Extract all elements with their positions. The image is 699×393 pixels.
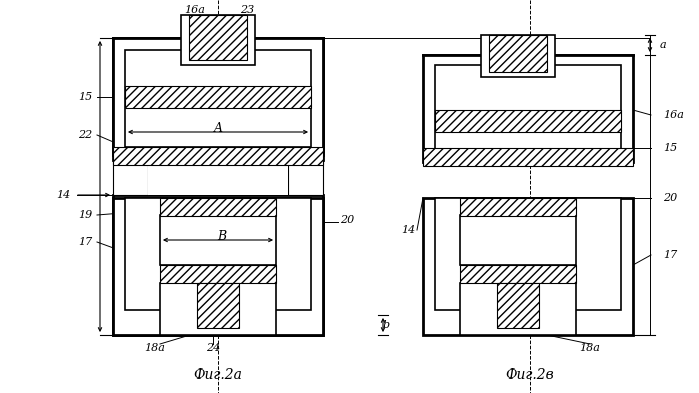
Bar	[160, 215, 276, 265]
Bar	[460, 198, 576, 216]
Text: B: B	[217, 231, 226, 244]
Bar	[497, 283, 539, 328]
Bar	[489, 283, 547, 335]
Text: 16а: 16а	[185, 5, 206, 15]
Bar	[489, 55, 547, 65]
Bar	[125, 86, 311, 108]
Bar	[181, 15, 255, 65]
Bar	[435, 198, 621, 310]
Bar	[423, 148, 633, 166]
Text: 15: 15	[78, 92, 92, 102]
Bar	[113, 198, 323, 335]
Text: 18а: 18а	[579, 343, 600, 353]
Text: A: A	[213, 121, 222, 134]
Bar	[113, 38, 323, 160]
Bar	[113, 195, 323, 335]
Bar	[423, 198, 633, 335]
Text: Фиг.2а: Фиг.2а	[194, 368, 243, 382]
Text: 20: 20	[340, 215, 354, 225]
Bar	[160, 265, 276, 283]
Bar	[423, 55, 633, 162]
Bar	[435, 65, 621, 149]
Text: 23: 23	[240, 5, 254, 15]
Bar	[125, 50, 311, 147]
Text: а: а	[660, 40, 667, 50]
Text: 16а: 16а	[663, 110, 684, 120]
Bar	[113, 147, 323, 165]
Text: 24: 24	[206, 343, 220, 353]
Bar	[189, 283, 247, 335]
Bar	[148, 155, 288, 195]
Bar	[435, 110, 621, 132]
Text: 14: 14	[56, 190, 70, 200]
Bar	[113, 38, 323, 155]
Bar	[189, 15, 247, 60]
Text: 14: 14	[401, 225, 415, 235]
Text: 20: 20	[663, 193, 677, 203]
Text: 22: 22	[78, 130, 92, 140]
Bar	[481, 35, 555, 77]
Text: b: b	[383, 320, 390, 330]
Bar	[197, 283, 239, 328]
Bar	[489, 35, 547, 72]
Bar	[460, 265, 576, 283]
Bar	[460, 215, 576, 265]
Bar	[288, 155, 323, 195]
Text: 19: 19	[78, 210, 92, 220]
Text: 15: 15	[663, 143, 677, 153]
Text: 17: 17	[663, 250, 677, 260]
Bar	[160, 198, 276, 216]
Bar	[189, 38, 247, 50]
Text: Фиг.2в: Фиг.2в	[505, 368, 554, 382]
Bar	[113, 155, 148, 195]
Bar	[125, 198, 311, 310]
Bar	[460, 283, 576, 335]
Text: 17: 17	[78, 237, 92, 247]
Text: 18а: 18а	[145, 343, 166, 353]
Bar	[160, 283, 276, 335]
